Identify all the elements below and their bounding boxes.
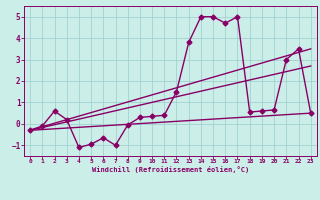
X-axis label: Windchill (Refroidissement éolien,°C): Windchill (Refroidissement éolien,°C) (92, 166, 249, 173)
